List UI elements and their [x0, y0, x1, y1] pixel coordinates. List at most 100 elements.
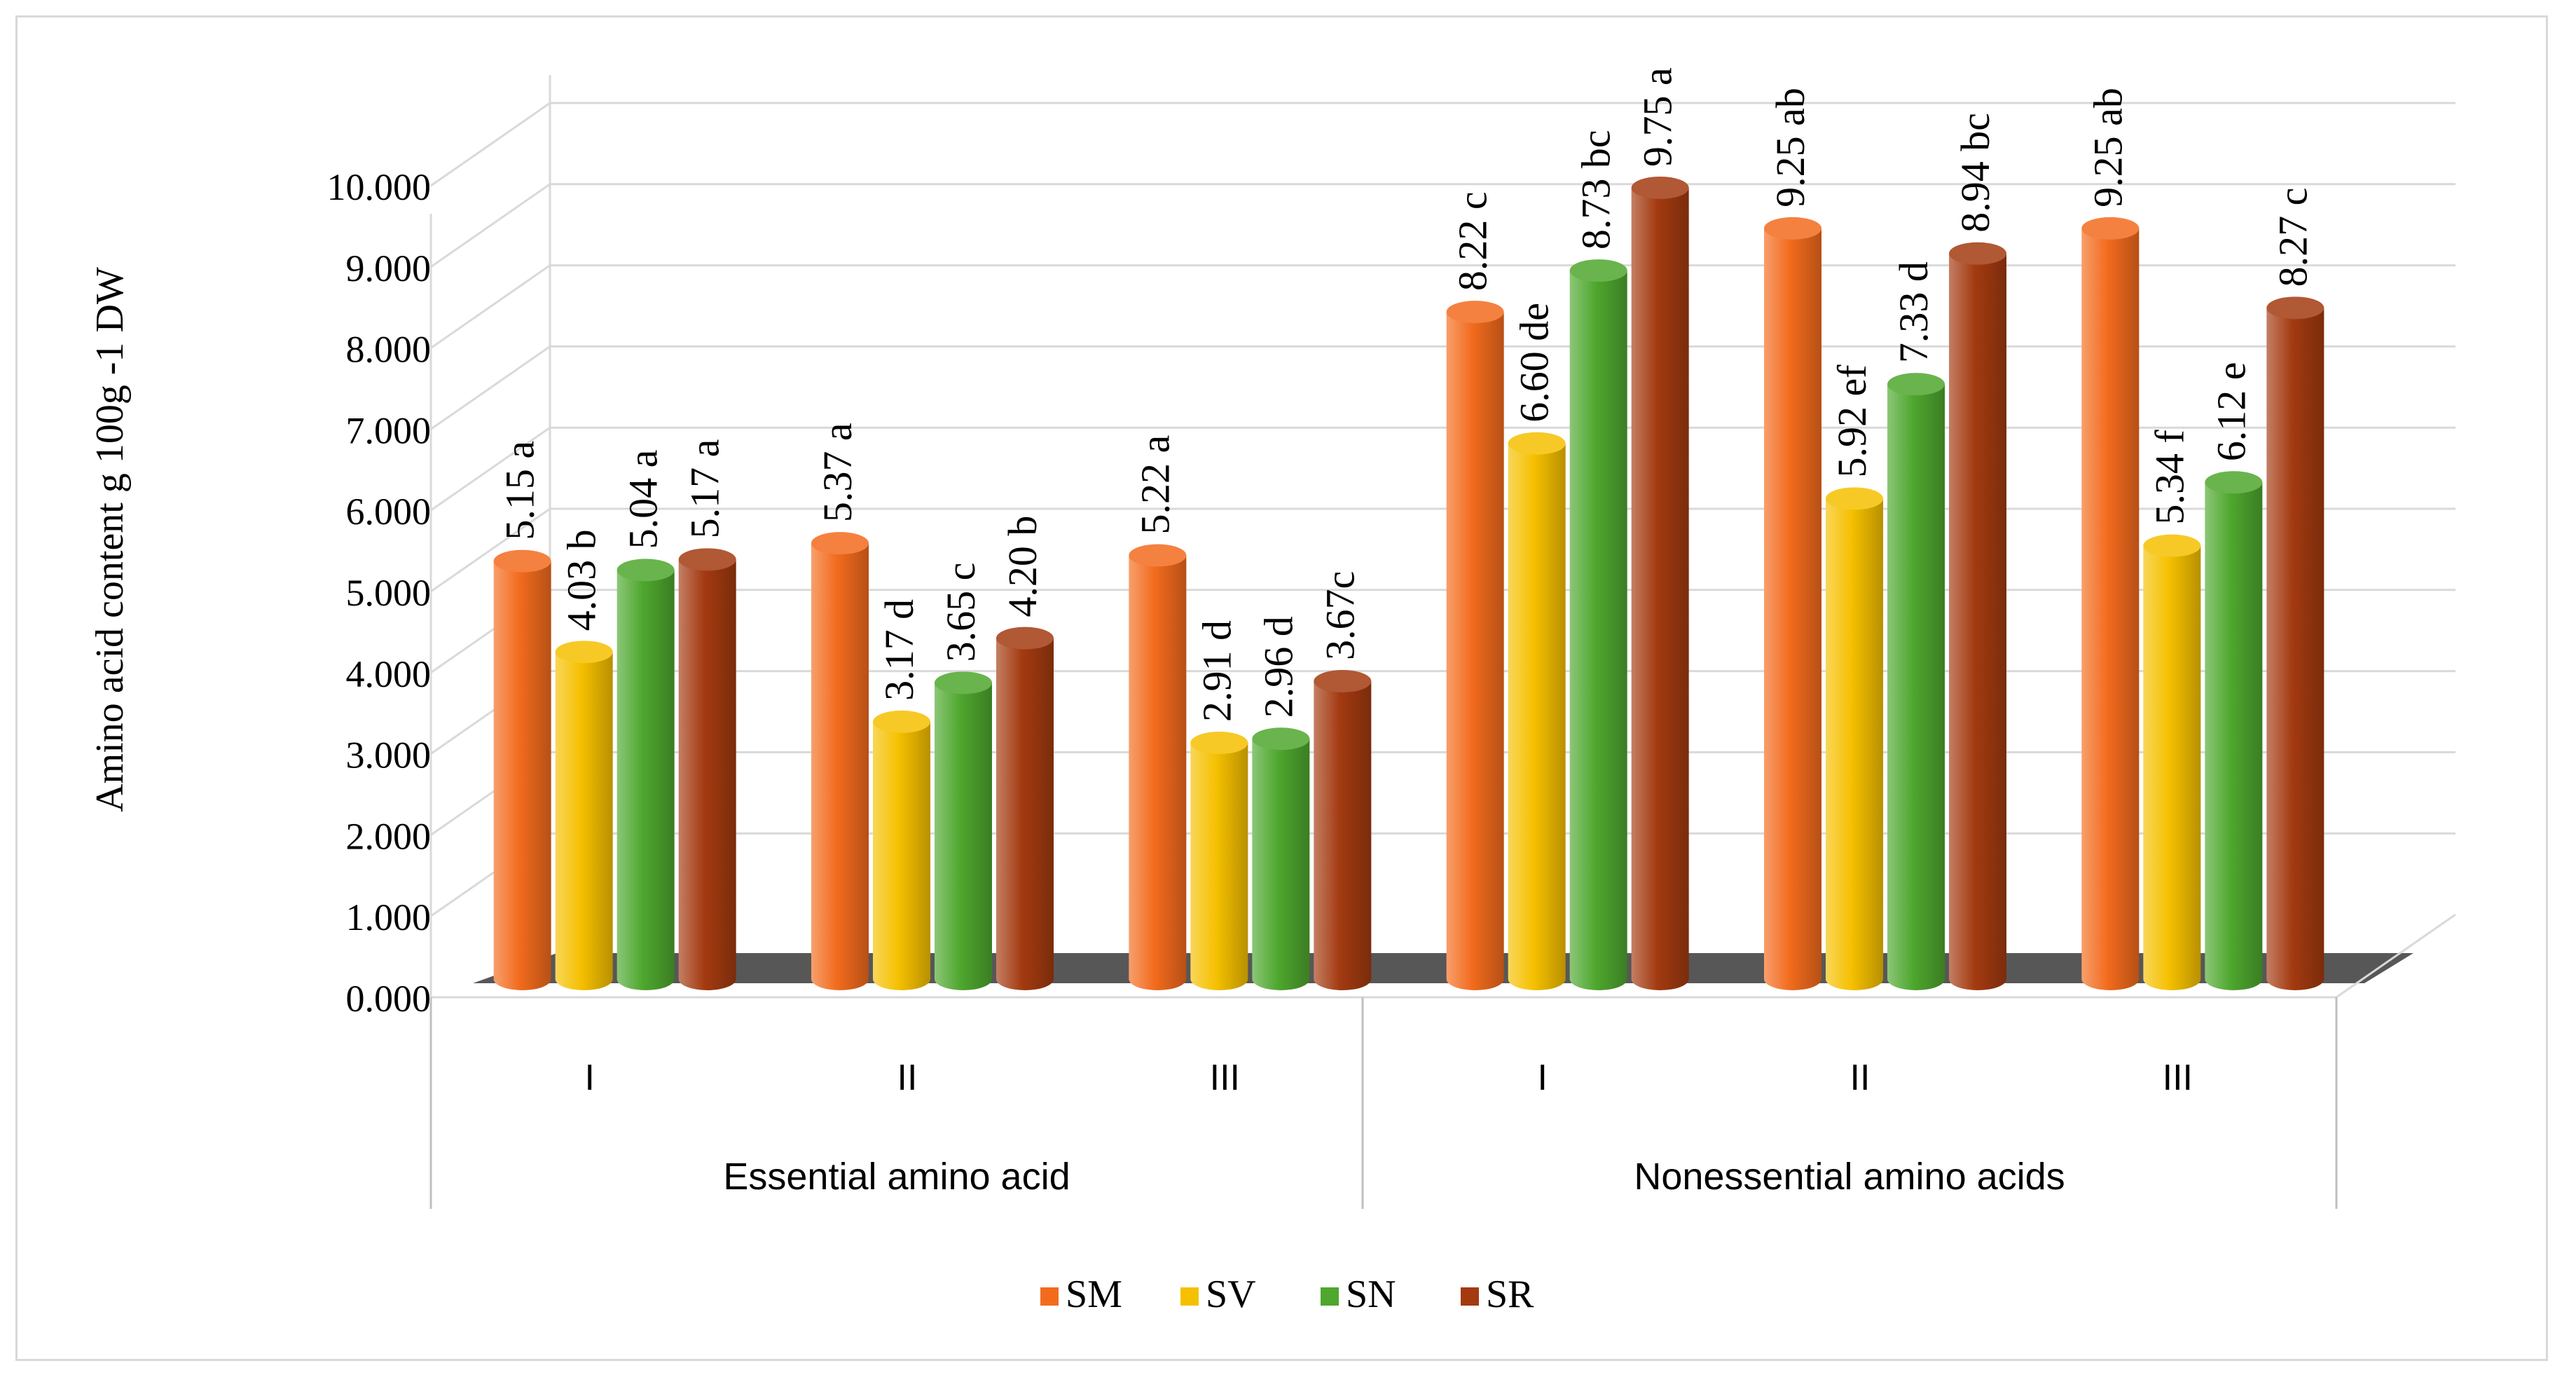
bar-body [1826, 498, 1883, 990]
data-label: 5.17 a [682, 439, 728, 539]
bars [493, 176, 2324, 991]
bar-sm [493, 549, 551, 990]
bar-body [1508, 443, 1566, 990]
data-label: 8.94 bc [1952, 113, 1998, 233]
legend-swatch [1321, 1287, 1339, 1306]
legend-label: SN [1346, 1273, 1396, 1316]
data-label: 9.25 ab [2085, 88, 2130, 207]
data-label: 8.27 c [2270, 188, 2315, 287]
bar-sv [873, 710, 930, 990]
bar-sv [1508, 432, 1566, 990]
data-label: 5.34 f [2147, 430, 2192, 525]
bar-sr [678, 548, 736, 990]
bar-sv [1190, 732, 1248, 990]
category-label: I [1537, 1058, 1547, 1098]
bar-top [2266, 296, 2324, 320]
legend-label: SR [1486, 1273, 1534, 1316]
gridline-depth [430, 426, 551, 512]
bar-top [2205, 471, 2263, 494]
chart-frame: 0.000 1.000 2.000 3.000 4.000 5.000 6.000 7.000… [15, 15, 2548, 1361]
bar-body [873, 721, 930, 990]
bar-top [678, 548, 736, 571]
bar-sr [1949, 242, 2006, 990]
legend-label: SM [1066, 1273, 1122, 1316]
y-tick-label: 3.000 [346, 734, 432, 776]
legend-item-sv: SV [1180, 1273, 1256, 1316]
category-label: III [1210, 1058, 1240, 1098]
y-tick-label: 1.000 [346, 896, 432, 938]
bar-body [811, 543, 869, 990]
y-tick-label: 6.000 [346, 491, 432, 533]
y-tick-label: 2.000 [346, 815, 432, 857]
group-label: Nonessential amino acids [1634, 1156, 2065, 1198]
data-label: 2.91 d [1194, 620, 1239, 722]
bar-sn [1887, 373, 1945, 990]
bar-body [493, 561, 551, 990]
y-tick-label: 7.000 [346, 409, 432, 451]
category-label: II [1850, 1058, 1871, 1098]
bar-body [1569, 271, 1627, 990]
y-tick-label: 9.000 [346, 247, 432, 289]
bar-top [1764, 217, 1821, 240]
data-label: 7.33 d [1891, 261, 1936, 363]
y-tick-label: 8.000 [346, 329, 432, 371]
bar-sm [1129, 544, 1187, 990]
bar-body [2143, 545, 2201, 990]
data-label: 3.17 d [876, 599, 922, 701]
legend-item-sm: SM [1040, 1273, 1122, 1316]
bar-body [2205, 482, 2263, 990]
bar-sn [2205, 471, 2263, 990]
bar-sn [617, 559, 675, 990]
bar-body [617, 570, 675, 990]
legend-swatch [1180, 1287, 1199, 1306]
data-label: 4.03 b [559, 529, 605, 631]
bar-sn [935, 671, 992, 990]
bar-body [1129, 555, 1187, 990]
data-label: 6.12 e [2208, 362, 2254, 462]
bar-body [1190, 743, 1248, 990]
bar-top [1129, 544, 1187, 567]
bar-body [1949, 253, 2006, 990]
bar-sn [1569, 259, 1627, 990]
category-label: I [584, 1058, 594, 1098]
bar-body [996, 638, 1054, 990]
bar-sr [2266, 296, 2324, 991]
gridline-depth [430, 102, 551, 187]
legend-item-sn: SN [1321, 1273, 1396, 1316]
legend: SM SV SN SR [1040, 1273, 1534, 1316]
floor-right-edge [2336, 913, 2456, 999]
data-label: 3.65 c [938, 563, 984, 662]
bar-body [1887, 384, 1945, 990]
bar-body [2081, 228, 2140, 991]
bar-sv [1826, 487, 1883, 990]
bar-sm [1446, 301, 1504, 990]
data-label: 5.15 a [497, 441, 543, 540]
bar-body [1764, 228, 1821, 991]
legend-item-sr: SR [1461, 1273, 1534, 1316]
bar-body [2266, 308, 2324, 991]
bar-top [1190, 732, 1248, 755]
gridline-depth [430, 345, 551, 430]
bar-top [1631, 176, 1689, 199]
data-label: 3.67c [1317, 571, 1363, 660]
bar-body [678, 559, 736, 990]
bar-top [935, 671, 992, 694]
group-label: Essential amino acid [723, 1156, 1070, 1198]
bar-body [1314, 681, 1372, 990]
bar-top [873, 710, 930, 733]
y-tick-label: 10.000 [327, 166, 432, 208]
legend-label: SV [1206, 1273, 1256, 1316]
bar-body [935, 683, 992, 990]
data-label: 4.20 b [1000, 516, 1045, 617]
bar-top [1949, 242, 2006, 265]
bar-sr [1631, 176, 1689, 991]
bar-top [2081, 217, 2140, 240]
bar-top [2143, 534, 2201, 557]
category-label: II [897, 1058, 918, 1098]
y-tick-label: 5.000 [346, 572, 432, 614]
data-labels: 5.15 a 4.03 b 5.04 a 5.17 a 5.37 a 3.17 d 3.65… [497, 67, 2316, 722]
data-label: 9.25 ab [1768, 88, 1813, 207]
data-label: 9.75 a [1635, 67, 1681, 167]
bar-top [493, 549, 551, 573]
